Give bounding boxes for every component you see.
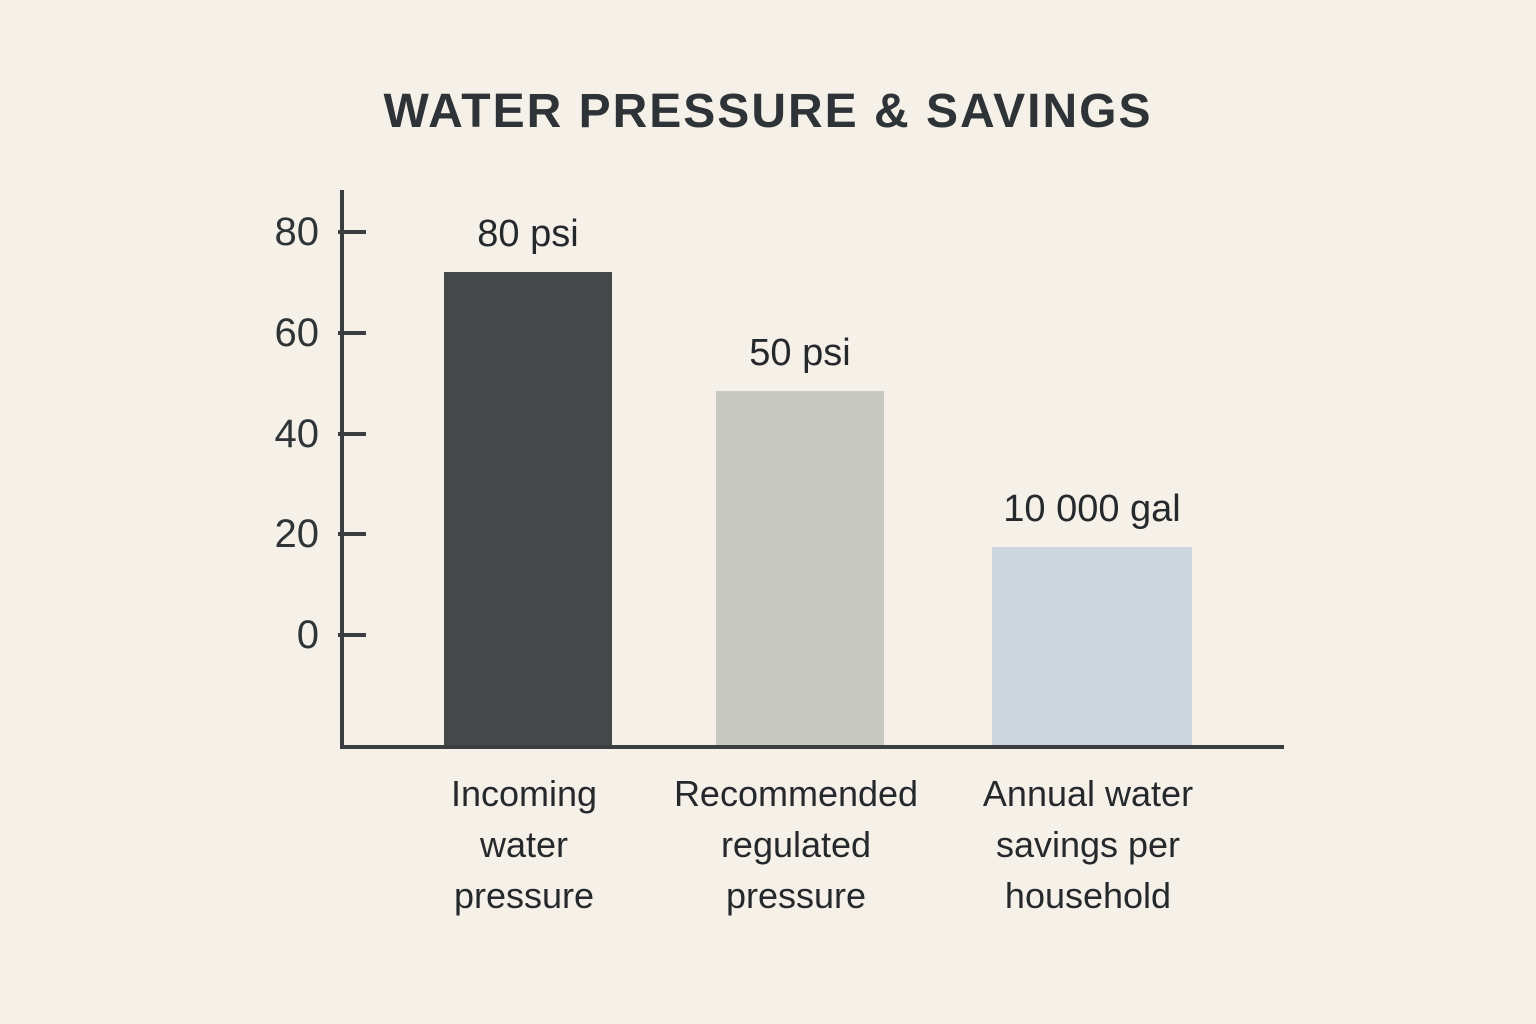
plot-area: 0 20 40 60 80 80 psi 50 psi 10 000 gal [275, 190, 1284, 749]
x-axis-category-label-incoming-water-pressure: Incoming water pressure [450, 773, 598, 917]
bar-value-label-incoming-water-pressure: 80 psi [477, 213, 579, 256]
bar-group-recommended-regulated-pressure: 50 psi [716, 190, 884, 745]
y-axis-tick-label: 0 [296, 613, 319, 657]
y-axis-tick-label: 60 [274, 310, 320, 355]
x-axis-category-label-annual-water-savings: Annual water savings per household [982, 773, 1194, 917]
y-axis: 0 20 40 60 80 [275, 190, 1284, 745]
bar-recommended-regulated-pressure [716, 390, 884, 745]
x-axis-category-label-recommended-regulated-pressure: Recommended regulated pressure [673, 773, 919, 917]
y-axis-tick-label: 80 [274, 210, 320, 254]
bar-group-annual-water-savings: 10 000 gal [992, 190, 1192, 745]
y-axis-tick-mark [338, 633, 366, 637]
y-axis-tick-label: 20 [274, 512, 320, 557]
y-axis-tick-mark [338, 330, 366, 335]
bar-value-label-recommended-regulated-pressure: 50 psi [749, 331, 851, 374]
bar-value-label-annual-water-savings: 10 000 gal [1003, 487, 1181, 530]
bar-incoming-water-pressure [444, 272, 612, 745]
bar-group-incoming-water-pressure: 80 psi [444, 190, 612, 745]
y-axis-tick-label: 40 [274, 411, 320, 456]
bar-annual-water-savings [992, 546, 1192, 745]
y-axis-tick-mark [338, 532, 366, 537]
chart-title: WATER PRESSURE & SAVINGS [383, 85, 1153, 138]
y-axis-tick-mark [338, 230, 366, 234]
y-axis-tick-mark [338, 431, 366, 436]
